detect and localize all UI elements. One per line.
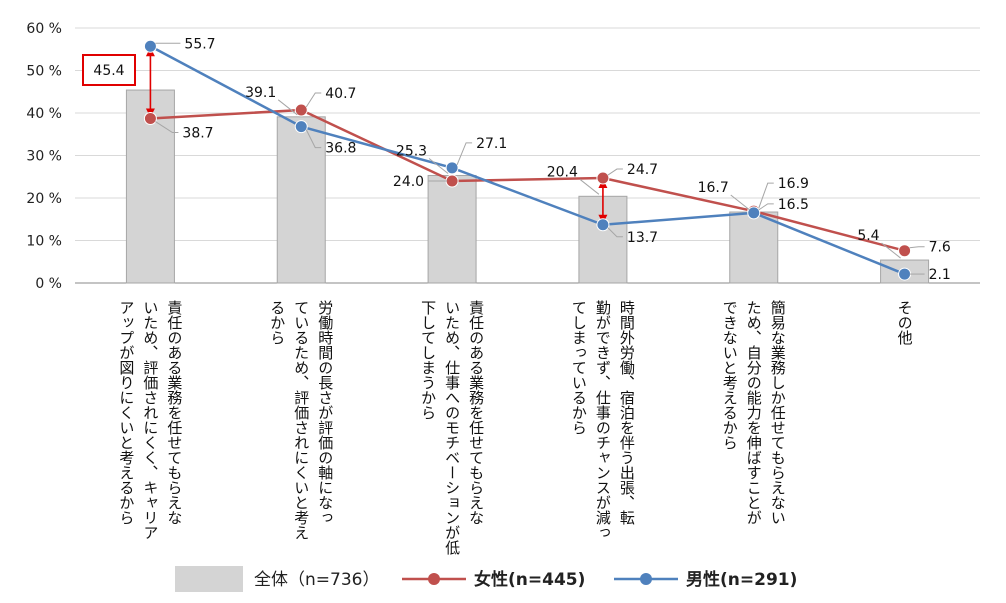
y-tick-label: 30 % <box>26 149 62 165</box>
leader-line <box>579 178 600 195</box>
gridlines <box>75 27 980 284</box>
data-label: 39.1 <box>245 85 276 101</box>
legend-swatch-bar <box>175 566 243 592</box>
leader-line <box>881 242 901 259</box>
leader-line <box>607 168 623 176</box>
series-point <box>294 120 308 134</box>
leader-line <box>155 121 179 134</box>
bar <box>276 116 326 284</box>
legend-label: 全体（n=736） <box>254 570 379 590</box>
data-label: 16.9 <box>778 176 809 192</box>
category-label: 下してしまうから <box>419 300 437 420</box>
series-point <box>596 218 610 232</box>
category-label: できないと考えるから <box>721 300 739 450</box>
category-label: るから <box>268 300 286 345</box>
y-tick-label: 20 % <box>26 191 62 207</box>
series-line <box>150 108 905 252</box>
category-label: 時間外労働、宿泊を伴う出張、転 <box>618 300 636 525</box>
leader-line <box>758 182 774 209</box>
data-label: 20.4 <box>547 164 578 180</box>
series-point <box>747 206 761 220</box>
category-label: 簡易な業務しか任せてもらえない <box>769 299 787 525</box>
series-point <box>445 174 459 188</box>
series-line <box>149 45 906 276</box>
leader-line <box>456 142 473 166</box>
category-label: いため、仕事へのモチベーションが低 <box>443 300 461 556</box>
data-label: 36.8 <box>325 141 356 157</box>
legend-label: 男性(n=291) <box>686 569 797 590</box>
series-point <box>294 103 308 117</box>
bar <box>729 211 779 284</box>
y-axis: 0 % 10 % 20 % 30 % 40 % 50 % 60 % <box>26 21 62 292</box>
data-label: 55.7 <box>184 36 215 52</box>
leader-line <box>305 129 322 149</box>
y-tick-label: 0 % <box>35 276 62 292</box>
category-label: 責任のある業務を任せてもらえな <box>165 300 183 525</box>
series-point <box>143 112 157 126</box>
data-label: 7.6 <box>929 240 951 256</box>
data-label: 2.1 <box>929 267 951 283</box>
data-label: 5.4 <box>857 228 879 244</box>
data-label: 27.1 <box>476 136 507 152</box>
data-label: 40.7 <box>325 86 356 102</box>
y-tick-label: 50 % <box>26 64 62 80</box>
y-tick-label: 10 % <box>26 234 62 250</box>
gap-arrows <box>145 47 608 224</box>
data-label: 38.7 <box>182 126 213 142</box>
data-label: 13.7 <box>627 230 658 246</box>
leader-line <box>730 194 751 211</box>
data-label: 45.4 <box>93 63 124 79</box>
highlight-box <box>82 54 136 86</box>
series-point <box>596 171 610 185</box>
y-tick-label: 60 % <box>26 21 62 37</box>
leader-line <box>909 246 925 249</box>
series-lines <box>143 39 912 281</box>
category-label: ため、自分の能力を伸ばすことが <box>745 300 763 525</box>
leader-line <box>277 99 298 116</box>
data-label: 16.5 <box>778 197 809 213</box>
data-label: 16.7 <box>698 180 729 196</box>
data-labels: 38.7 40.7 24.0 24.7 16.9 7.6 55.7 36.8 27.1 13.7 1… <box>82 36 951 283</box>
category-label: 労働時間の長さが評価の軸になっ <box>316 300 334 525</box>
data-label: 24.7 <box>627 162 658 178</box>
data-label: 24.0 <box>393 174 424 190</box>
category-label: 勤ができず、仕事のチャンスが減っ <box>594 300 612 540</box>
data-label: 25.3 <box>396 143 427 159</box>
leader-lines <box>130 42 925 275</box>
leader-line <box>758 203 774 211</box>
leader-line <box>428 158 449 174</box>
series-point <box>898 244 912 258</box>
legend-swatch-marker <box>428 573 440 585</box>
category-label: いため、評価されにくく、キャリア <box>141 300 159 540</box>
legend: 全体（n=736） 女性(n=445) 男性(n=291) <box>175 566 797 592</box>
category-label: アップが図りにくいと考えるから <box>117 300 135 525</box>
series-point <box>898 267 912 281</box>
leader-line <box>305 92 322 108</box>
series-point <box>445 161 459 175</box>
y-tick-label: 40 % <box>26 106 62 122</box>
legend-label: 女性(n=445) <box>474 569 585 590</box>
category-label: 責任のある業務を任せてもらえな <box>467 300 485 525</box>
legend-swatch-marker <box>640 573 652 585</box>
category-labels: 責任のある業務を任せてもらえないため、評価されにくく、キャリアアップが図りにくい… <box>117 299 913 556</box>
category-label: ているため、評価されにくいと考え <box>292 300 310 540</box>
category-label: てしまっているから <box>570 300 588 435</box>
bar <box>427 174 477 284</box>
bars <box>125 89 930 284</box>
category-label: その他 <box>896 300 914 346</box>
series-point <box>143 39 157 53</box>
leader-line <box>607 227 623 238</box>
